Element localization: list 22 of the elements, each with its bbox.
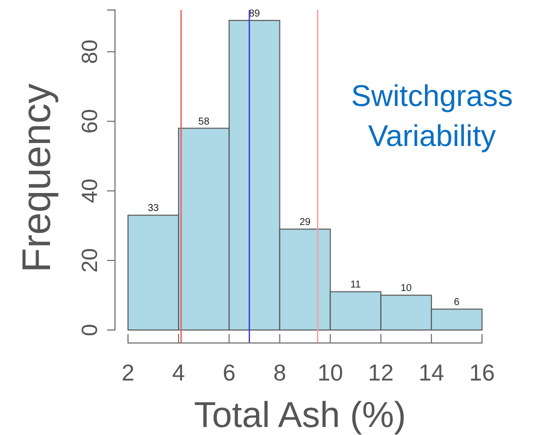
y-axis-title: Frequency [15, 84, 59, 272]
annotation: Switchgrass Variability [351, 80, 513, 153]
data-label: 33 [148, 203, 160, 214]
data-label: 6 [454, 297, 460, 308]
data-label: 11 [350, 280, 362, 291]
x-tick-label: 8 [273, 360, 286, 386]
x-tick-label: 12 [368, 360, 394, 386]
y-tick-label: 60 [77, 109, 102, 134]
x-tick-label: 16 [469, 360, 495, 386]
x-tick-label: 10 [317, 360, 344, 386]
x-axis-title: Total Ash (%) [194, 394, 406, 435]
y-tick-label: 80 [77, 39, 102, 64]
x-tick-label: 4 [172, 360, 186, 386]
y-tick-label: 0 [77, 324, 102, 336]
x-tick-label: 14 [418, 360, 444, 386]
y-tick-label: 20 [77, 248, 102, 273]
y-tick-label: 40 [77, 178, 102, 204]
x-tick-label: 6 [222, 360, 236, 386]
data-label: 10 [400, 283, 412, 294]
data-label: 58 [198, 116, 210, 128]
data-label: 29 [299, 217, 311, 228]
x-tick-label: 2 [122, 360, 134, 386]
